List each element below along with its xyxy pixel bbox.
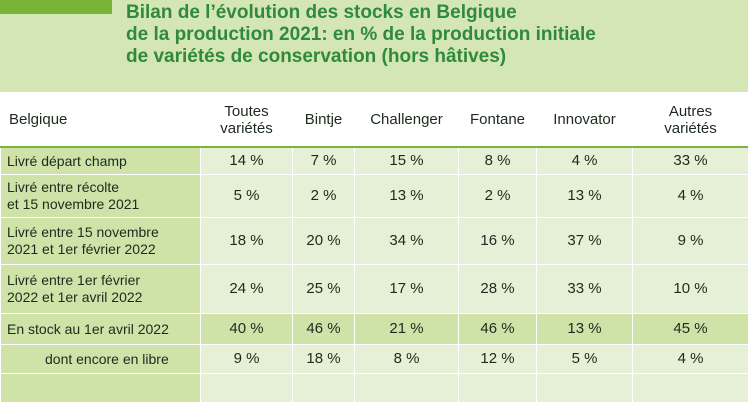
table-cell: 18 %: [292, 344, 355, 374]
table-cell: 17 %: [354, 264, 459, 314]
table-cell: 10 %: [632, 264, 748, 314]
title-line-2: de la production 2021: en % de la produc…: [126, 24, 596, 45]
table-cell: 40 %: [200, 313, 293, 345]
table-cell: 15 %: [354, 146, 459, 175]
table-cell: 46 %: [458, 313, 537, 345]
table-cell: 21 %: [354, 313, 459, 345]
row-label: Livré entre récolte et 15 novembre 2021: [0, 174, 201, 218]
table-cell: 33 %: [632, 146, 748, 175]
table-row: Livré entre 1er février 2022 et 1er avri…: [0, 264, 748, 314]
table-row: Livré entre récolte et 15 novembre 2021 …: [0, 174, 748, 218]
table-cell: 28 %: [458, 264, 537, 314]
table-row: Livré entre 15 novembre 2021 et 1er févr…: [0, 217, 748, 265]
table-cell: 4 %: [632, 174, 748, 218]
header-line: variétés: [664, 119, 717, 137]
table-cell: [354, 373, 459, 403]
table-cell: 2 %: [292, 174, 355, 218]
column-header-other-varieties: Autres variétés: [632, 92, 748, 148]
table-cell: [536, 373, 633, 403]
row-label: dont encore en libre: [0, 344, 201, 374]
header-accent-tab: [0, 0, 112, 14]
title-line-1: Bilan de l’évolution des stocks en Belgi…: [126, 2, 517, 23]
table-cell: [458, 373, 537, 403]
header-line: Autres: [668, 102, 713, 120]
table-cell: 37 %: [536, 217, 633, 265]
table-cell: 34 %: [354, 217, 459, 265]
table-cell: 9 %: [632, 217, 748, 265]
table-cell: 18 %: [200, 217, 293, 265]
row-label: En stock au 1er avril 2022: [0, 313, 201, 345]
page-title: Bilan de l’évolution des stocks en Belgi…: [126, 2, 736, 68]
title-line-3: de variétés de conservation (hors hâtive…: [126, 46, 507, 67]
table-row: En stock au 1er avril 2022 40 % 46 % 21 …: [0, 313, 748, 345]
table-cell: 13 %: [536, 313, 633, 345]
row-label: [0, 373, 201, 403]
table-cell: 16 %: [458, 217, 537, 265]
table-cell: 14 %: [200, 146, 293, 175]
table-cell: 25 %: [292, 264, 355, 314]
row-label: Livré entre 1er février 2022 et 1er avri…: [0, 264, 201, 314]
row-label-line: et 15 novembre 2021: [7, 196, 140, 212]
header-band: Bilan de l’évolution des stocks en Belgi…: [0, 0, 748, 92]
table-cell: 7 %: [292, 146, 355, 175]
table-cell: 4 %: [536, 146, 633, 175]
table-cell: 12 %: [458, 344, 537, 374]
table-cell: 33 %: [536, 264, 633, 314]
table-cell: 8 %: [458, 146, 537, 175]
table-cell: 8 %: [354, 344, 459, 374]
header-line: variétés: [220, 119, 273, 137]
column-header-challenger: Challenger: [354, 92, 459, 148]
row-label-line: Livré entre 1er février: [7, 272, 141, 288]
table-cell: 24 %: [200, 264, 293, 314]
row-label-line: 2021 et 1er février 2022: [7, 241, 156, 257]
column-header-region: Belgique: [0, 92, 201, 148]
table-header-row: Belgique Toutes variétés Bintje Challeng…: [0, 92, 748, 148]
table-cell: 13 %: [354, 174, 459, 218]
table-cell: 9 %: [200, 344, 293, 374]
row-label-line: Livré entre 15 novembre: [7, 224, 159, 240]
row-label: Livré départ champ: [0, 146, 201, 175]
column-header-all-varieties: Toutes variétés: [200, 92, 293, 148]
table-cell: [632, 373, 748, 403]
column-header-fontane: Fontane: [458, 92, 537, 148]
table-cell: 46 %: [292, 313, 355, 345]
row-label-line: Livré entre récolte: [7, 179, 120, 195]
table-cell: 5 %: [200, 174, 293, 218]
table-row: dont encore en libre 9 % 18 % 8 % 12 % 5…: [0, 344, 748, 374]
table-cell: [200, 373, 293, 403]
table-cell: 20 %: [292, 217, 355, 265]
table-cell: [292, 373, 355, 403]
row-label: Livré entre 15 novembre 2021 et 1er févr…: [0, 217, 201, 265]
table-cell: 5 %: [536, 344, 633, 374]
column-header-innovator: Innovator: [536, 92, 633, 148]
table-row-cut-off: [0, 373, 748, 403]
stocks-table: Belgique Toutes variétés Bintje Challeng…: [0, 92, 748, 403]
table-row: Livré départ champ 14 % 7 % 15 % 8 % 4 %…: [0, 146, 748, 175]
table-cell: 4 %: [632, 344, 748, 374]
header-line: Toutes: [224, 102, 269, 120]
column-header-bintje: Bintje: [292, 92, 355, 148]
table-cell: 2 %: [458, 174, 537, 218]
row-label-line: 2022 et 1er avril 2022: [7, 289, 143, 305]
table-cell: 13 %: [536, 174, 633, 218]
table-cell: 45 %: [632, 313, 748, 345]
